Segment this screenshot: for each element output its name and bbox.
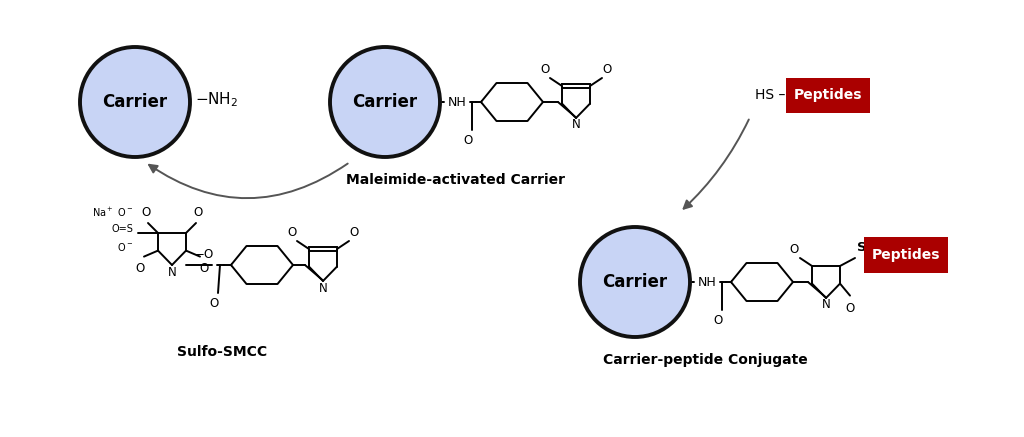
Text: O: O [288,226,297,239]
Text: N: N [571,118,581,132]
Text: S: S [857,241,866,254]
Text: Carrier-peptide Conjugate: Carrier-peptide Conjugate [603,353,807,367]
Text: Na$^+$ O$^-$: Na$^+$ O$^-$ [92,206,133,219]
Circle shape [80,47,190,157]
Text: Maleimide-activated Carrier: Maleimide-activated Carrier [345,173,564,187]
Text: $-$NH$_2$: $-$NH$_2$ [195,90,238,109]
Text: Peptides: Peptides [871,248,940,262]
Text: Carrier: Carrier [602,273,668,291]
Text: O: O [464,134,473,147]
Text: NH: NH [698,275,717,288]
Text: Sulfo-SMCC: Sulfo-SMCC [177,345,267,359]
Text: Carrier: Carrier [352,93,418,111]
FancyBboxPatch shape [864,237,948,273]
Text: Peptides: Peptides [794,88,862,102]
Circle shape [330,47,440,157]
Text: O: O [141,206,151,219]
Text: O: O [200,262,209,274]
Text: O: O [194,206,203,219]
Circle shape [580,227,690,337]
Text: Carrier: Carrier [102,93,168,111]
Text: O: O [541,63,550,76]
Text: O$^-$: O$^-$ [117,241,133,253]
Text: NH: NH [449,96,467,108]
Text: O: O [349,226,358,239]
Text: N: N [821,298,830,312]
Text: N: N [318,281,328,295]
Text: $-$O: $-$O [194,248,214,261]
FancyBboxPatch shape [786,77,870,112]
Text: O: O [790,243,799,256]
Text: O: O [714,314,723,327]
Text: O: O [135,262,144,274]
Text: O=S: O=S [112,224,133,234]
Text: HS –: HS – [755,88,785,102]
Text: N: N [168,266,176,278]
Text: O: O [846,302,855,315]
Text: O: O [602,63,611,76]
Text: O: O [209,297,219,310]
